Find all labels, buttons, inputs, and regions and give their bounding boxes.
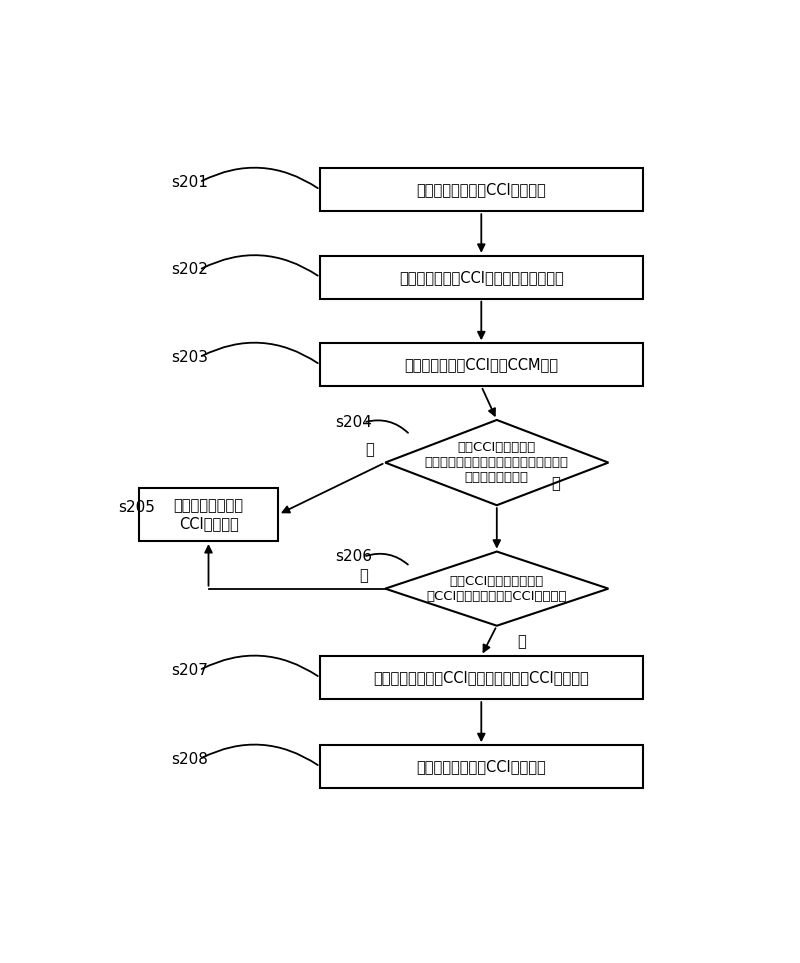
FancyArrowPatch shape [202, 255, 318, 275]
Text: s208: s208 [171, 752, 208, 767]
Text: s204: s204 [336, 415, 373, 430]
Bar [320, 745, 642, 788]
Text: 非初始设备丢弃该
CCI同步报文: 非初始设备丢弃该 CCI同步报文 [174, 498, 243, 531]
Bar [320, 169, 642, 211]
Text: 是: 是 [359, 568, 368, 583]
Text: s201: s201 [171, 175, 208, 190]
Bar [138, 488, 278, 541]
Polygon shape [386, 552, 609, 626]
Polygon shape [386, 420, 609, 506]
FancyArrowPatch shape [202, 656, 318, 676]
Text: s205: s205 [118, 500, 155, 514]
Bar [320, 656, 642, 699]
FancyArrowPatch shape [202, 168, 318, 188]
Text: 是: 是 [551, 476, 560, 491]
Text: 非初始设备以新的CCI发送报文: 非初始设备以新的CCI发送报文 [417, 759, 546, 774]
Text: 初始设备以原有CCI发送预定数量的报文: 初始设备以原有CCI发送预定数量的报文 [399, 270, 564, 285]
Text: 判断CCI同步报文中携带
的CCI与本设备原有的CCI是否相同: 判断CCI同步报文中携带 的CCI与本设备原有的CCI是否相同 [426, 575, 567, 603]
Text: s203: s203 [171, 350, 208, 365]
Text: 否: 否 [518, 635, 526, 649]
FancyArrowPatch shape [142, 509, 146, 513]
Text: 非初始设备以原有CCI发送预定数量的CCI同步报文: 非初始设备以原有CCI发送预定数量的CCI同步报文 [374, 670, 589, 685]
Bar [320, 256, 642, 299]
Bar [320, 343, 642, 386]
FancyArrowPatch shape [202, 343, 318, 363]
Text: 在初始设备上配置CCI同步报文: 在初始设备上配置CCI同步报文 [417, 182, 546, 197]
FancyArrowPatch shape [366, 420, 408, 432]
Text: s206: s206 [336, 549, 373, 564]
FancyArrowPatch shape [202, 744, 318, 765]
Text: s207: s207 [171, 663, 208, 678]
Text: 比较CCI同步报文中
维护域和维护集标识与本地的维护域和维
护集标识是否相同: 比较CCI同步报文中 维护域和维护集标识与本地的维护域和维 护集标识是否相同 [425, 441, 569, 484]
FancyArrowPatch shape [366, 554, 408, 564]
Text: 否: 否 [366, 442, 374, 456]
Text: 初始设备以新的CCI发送CCM报文: 初始设备以新的CCI发送CCM报文 [404, 357, 558, 373]
Text: s202: s202 [171, 262, 208, 277]
